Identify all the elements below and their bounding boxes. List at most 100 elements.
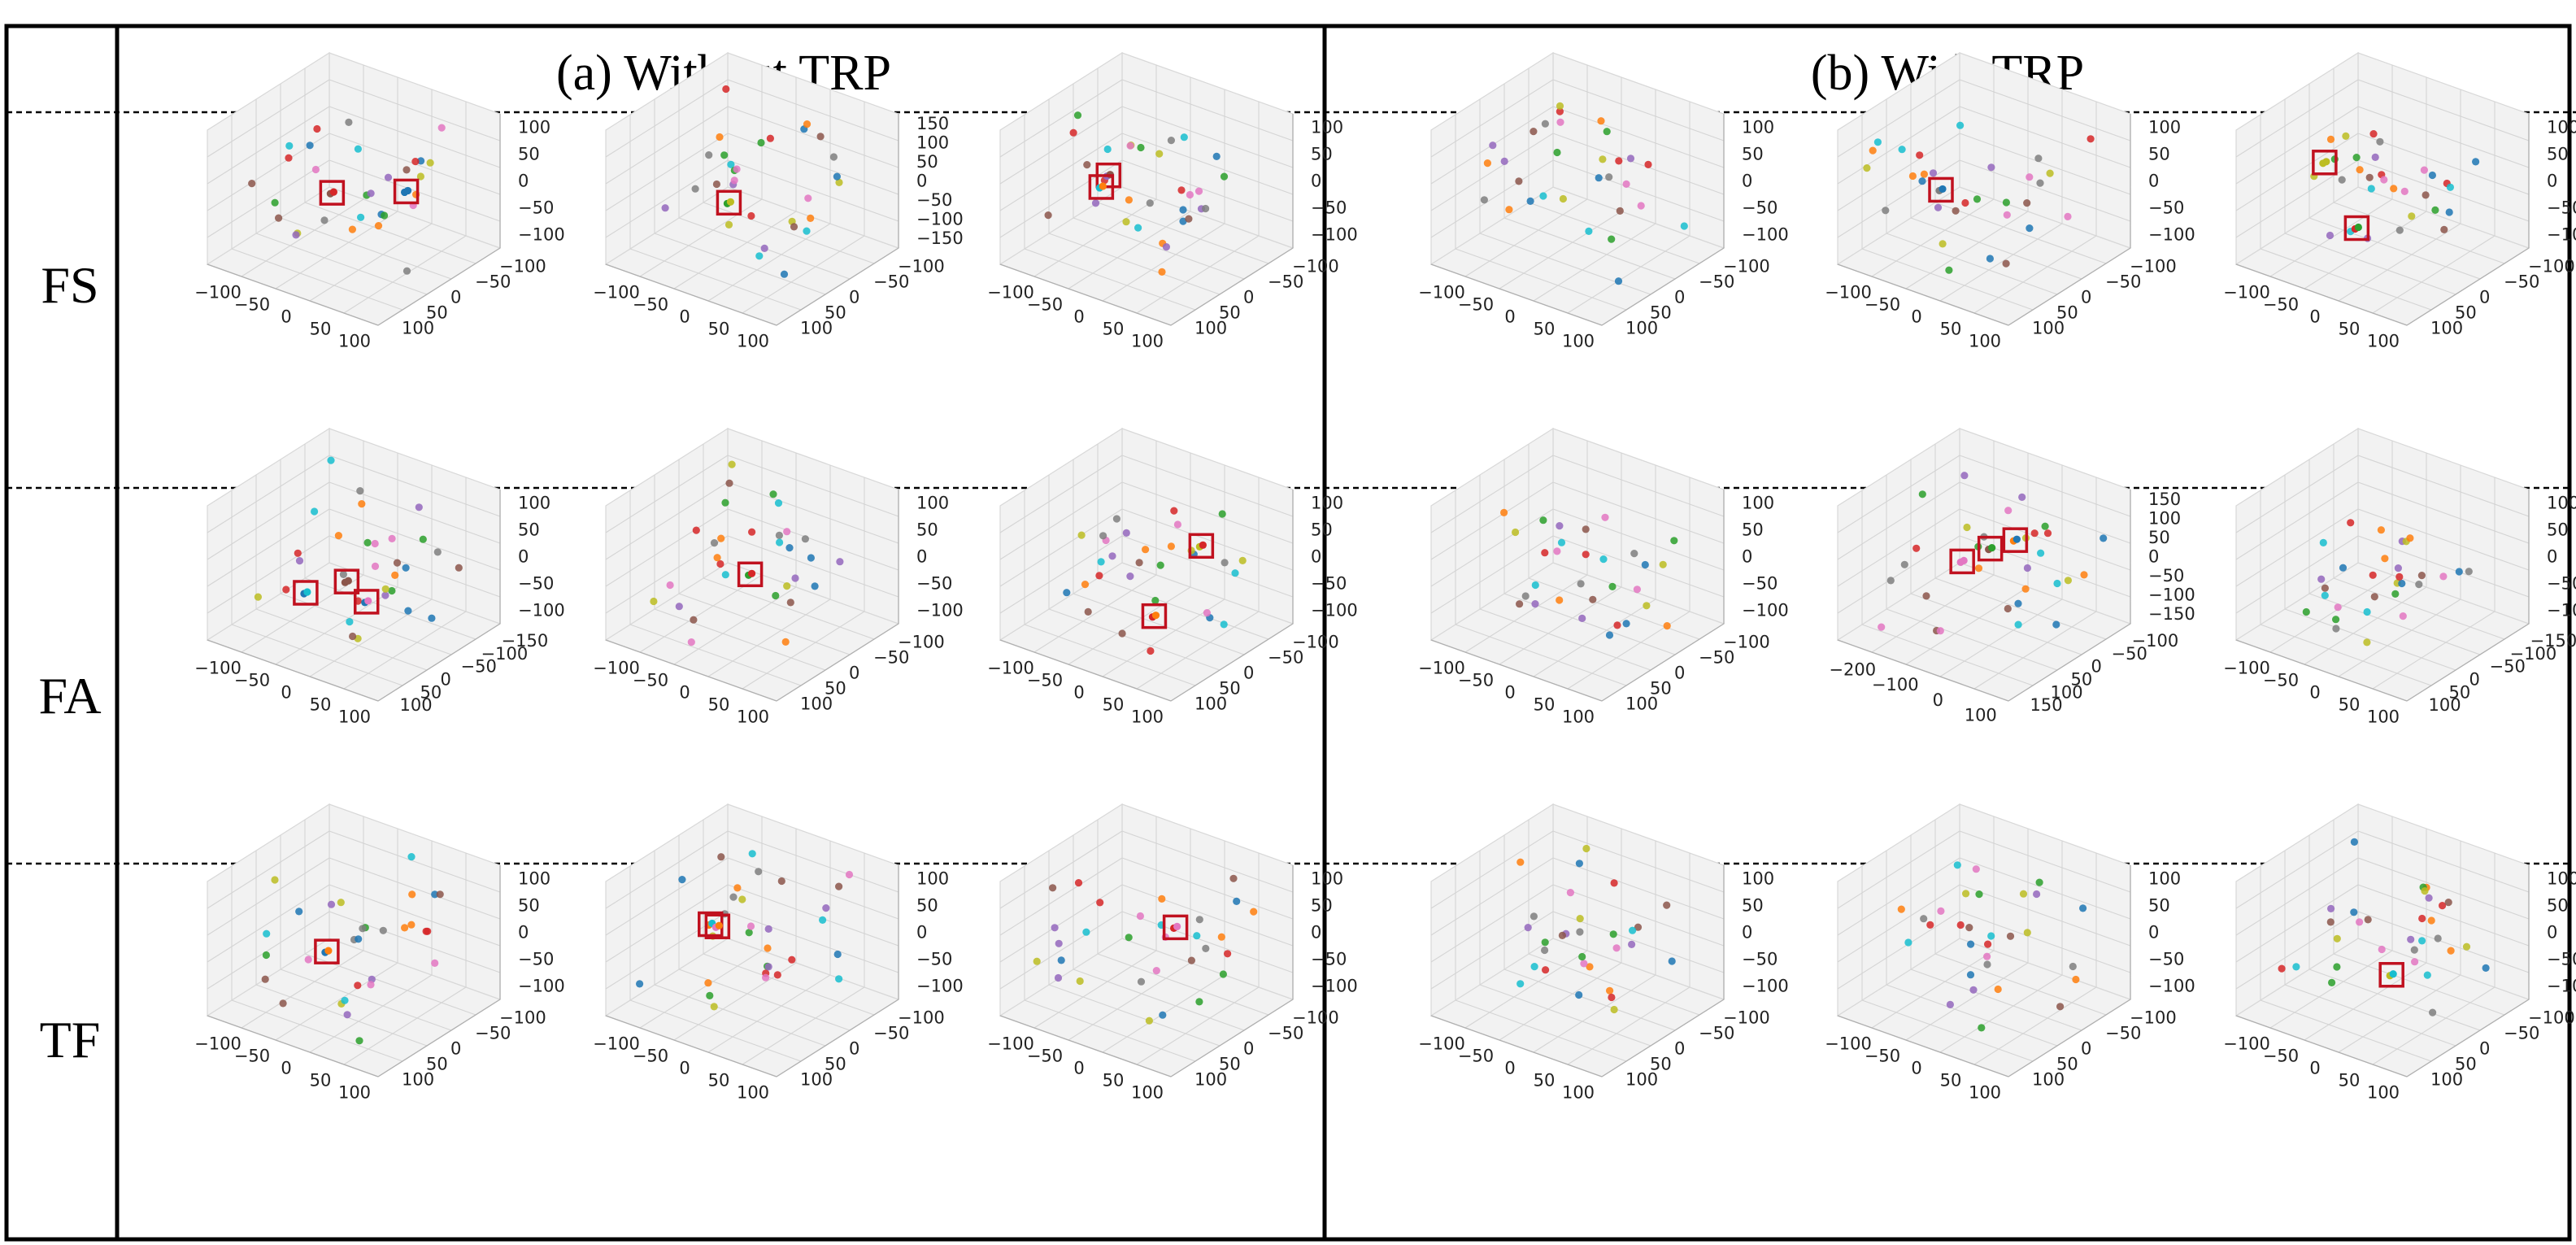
grid-line: [605, 857, 729, 936]
scatter-point: [1541, 549, 1549, 557]
y-tick-label: 100: [400, 695, 433, 715]
grid-line: [1552, 508, 1725, 571]
z-tick-label: 0: [1311, 923, 1321, 942]
scatter-point: [1162, 243, 1170, 251]
scatter-point: [836, 558, 844, 566]
grid-line: [2333, 577, 2505, 640]
grid-line: [1552, 535, 1725, 598]
scatter-point: [803, 120, 812, 128]
scatter-point: [271, 876, 279, 884]
z-tick-label: 0: [2547, 172, 2557, 191]
scatter-point: [1578, 614, 1586, 623]
z-tick-label: −50: [2148, 566, 2184, 585]
grid-line: [1033, 574, 1157, 653]
side-pane: [207, 803, 330, 1017]
grid-line: [2357, 508, 2530, 571]
scatter-point: [733, 165, 741, 173]
scatter-point: [1582, 525, 1590, 533]
grid-line: [707, 599, 831, 677]
z-tick-label: 100: [518, 869, 550, 889]
scatter-point: [2365, 173, 2374, 181]
grid-line: [2284, 984, 2456, 1047]
scatter-point: [1137, 977, 1146, 986]
scatter-point: [733, 884, 742, 892]
grid-line: [605, 133, 729, 211]
scatter-point: [384, 173, 393, 181]
x-tick-label: 100: [737, 332, 769, 351]
grid-line: [999, 79, 1123, 158]
scatter-point: [1219, 970, 1227, 978]
axis-line: [2235, 1015, 2408, 1077]
axis-line: [1170, 247, 1294, 326]
scatter-point: [348, 225, 356, 233]
grid-line: [1136, 235, 1260, 314]
y-tick-label: −50: [2490, 657, 2526, 677]
scatter-point: [355, 1037, 363, 1045]
z-tick-label: −50: [518, 950, 554, 969]
y-tick-label: 100: [1625, 1070, 1658, 1090]
axis-line: [2406, 623, 2530, 702]
scatter-point: [371, 562, 380, 571]
grid-line: [2357, 106, 2530, 168]
x-tick-label: −50: [2263, 295, 2299, 315]
overlap-highlight-box: [2343, 215, 2370, 242]
scatter-point: [1212, 152, 1221, 160]
grid-line: [2284, 233, 2456, 295]
x-tick-label: 50: [1103, 1071, 1125, 1090]
z-tick-label: −100: [518, 601, 565, 620]
scatter-point: [2425, 894, 2433, 902]
z-tick-label: 50: [2148, 528, 2170, 547]
scatter-point: [713, 554, 721, 562]
scatter-point: [1500, 157, 1508, 165]
z-tick-label: −50: [2547, 198, 2576, 218]
grid-line: [309, 223, 433, 302]
scatter-point: [819, 916, 827, 924]
scatter-point: [2041, 522, 2049, 530]
scatter-point: [433, 548, 442, 556]
scatter-point: [1480, 196, 1488, 204]
scatter-point: [2321, 584, 2329, 592]
scatter-point: [2056, 1003, 2065, 1011]
scatter-point: [833, 172, 841, 181]
scatter-point: [1516, 980, 1525, 988]
grid-line: [329, 79, 501, 141]
grid-line: [1552, 106, 1725, 168]
axis-line: [377, 999, 501, 1077]
z-tick-label: −150: [916, 229, 964, 248]
y-tick-label: 50: [1219, 1055, 1241, 1074]
scatter-point: [725, 479, 733, 487]
scatter-point: [2444, 899, 2452, 907]
axis-line: [1430, 639, 1603, 702]
scatter-point: [2422, 191, 2430, 199]
grid-line: [727, 106, 899, 168]
scatter-point: [1960, 472, 1969, 480]
z-tick-label: 100: [1742, 118, 1774, 137]
y-tick-label: −50: [873, 1024, 909, 1043]
x-tick-label: 100: [338, 707, 371, 727]
scatter-point: [275, 214, 283, 222]
grid-line: [629, 999, 802, 1062]
axis-line: [776, 247, 899, 326]
grid-line: [1934, 577, 2107, 640]
z-tick-label: −100: [1311, 601, 1358, 620]
y-tick-label: −100: [499, 1008, 546, 1028]
scatter-point: [2002, 198, 2010, 207]
z-tick-label: −100: [916, 601, 964, 620]
x-tick-label: −100: [1418, 1034, 1465, 1054]
scatter-point: [367, 981, 375, 989]
scatter-point: [1641, 560, 1649, 569]
grid-line: [2235, 455, 2359, 533]
grid-line: [2235, 857, 2359, 936]
grid-line: [1837, 79, 1960, 158]
x-tick-label: −100: [1825, 283, 1872, 303]
grid-line: [1871, 950, 1995, 1029]
overlap-point: [1988, 544, 1996, 552]
grid-line: [280, 969, 452, 1031]
scatter-point: [354, 145, 362, 153]
grid-line: [329, 911, 501, 973]
grid-line: [2235, 133, 2359, 211]
scatter-point: [1605, 173, 1613, 181]
scatter-point: [1576, 928, 1584, 936]
